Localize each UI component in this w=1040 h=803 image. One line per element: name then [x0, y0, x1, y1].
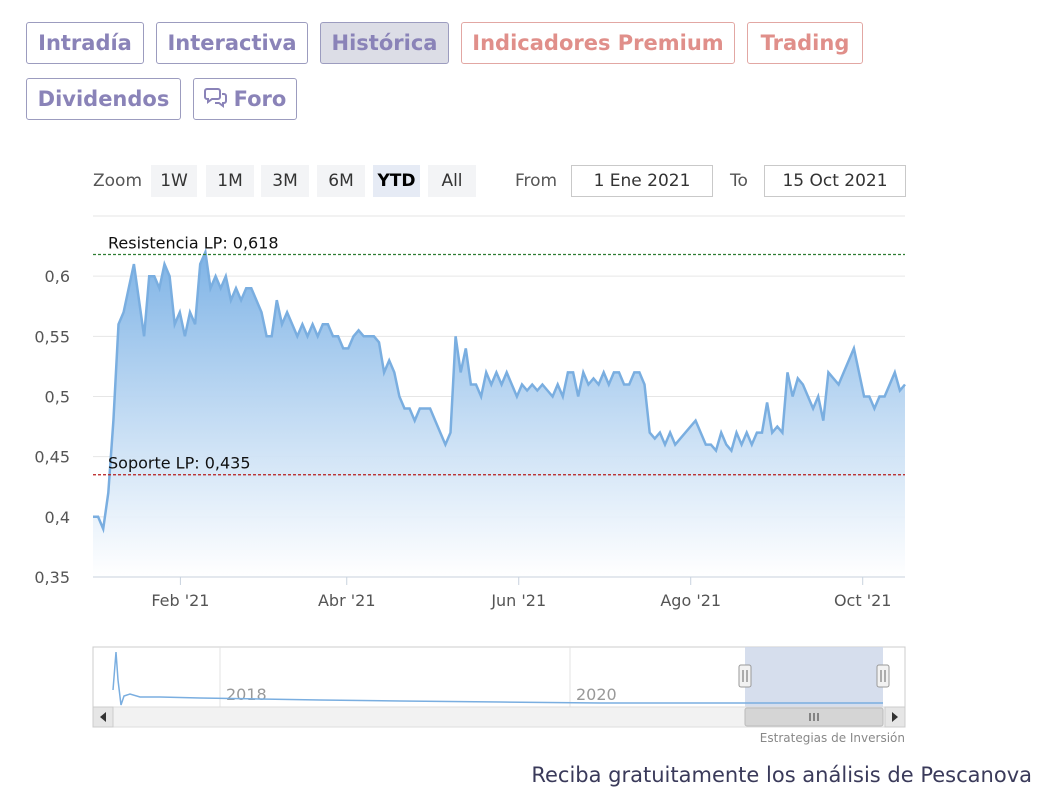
footer-cta[interactable]: Reciba gratuitamente los análisis de Pes…: [531, 763, 1032, 787]
tab-label: Indicadores Premium: [472, 31, 724, 55]
y-tick-label: 0,6: [45, 267, 70, 286]
chat-bubbles-icon: [203, 86, 228, 113]
tab-foro[interactable]: Foro: [193, 78, 297, 120]
handle-body: [876, 664, 890, 688]
x-tick-label: Abr '21: [318, 591, 376, 610]
from-date-input[interactable]: 1 Ene 2021: [571, 165, 713, 197]
chart-credits[interactable]: Estrategias de Inversión: [759, 731, 905, 745]
y-tick-label: 0,35: [34, 568, 70, 587]
to-label: To: [730, 171, 748, 191]
x-tick-label: Feb '21: [151, 591, 209, 610]
zoom-1m-button[interactable]: 1M: [206, 165, 254, 197]
navigator-selected-range: [745, 647, 883, 707]
plot-line-label: Soporte LP: 0,435: [108, 454, 251, 473]
tab-label: Interactiva: [167, 31, 297, 55]
series-line: [93, 247, 906, 534]
tab-label: Dividendos: [37, 87, 170, 111]
to-date-input[interactable]: 15 Oct 2021: [764, 165, 906, 197]
handle-body: [738, 664, 752, 688]
tab-interactiva[interactable]: Interactiva: [156, 22, 308, 64]
chevron-left-icon: [100, 712, 106, 722]
y-tick-label: 0,45: [34, 448, 70, 467]
tab-intradia[interactable]: Intradía: [26, 22, 144, 64]
zoom-ytd-button[interactable]: YTD: [373, 165, 420, 197]
zoom-3m-button[interactable]: 3M: [261, 165, 309, 197]
navigator-handle[interactable]: [738, 664, 752, 688]
zoom-6m-button[interactable]: 6M: [317, 165, 365, 197]
x-tick-label: Jun '21: [490, 591, 546, 610]
navigator-year-label: 2020: [576, 685, 617, 704]
y-tick-label: 0,4: [45, 508, 70, 527]
zoom-all-button[interactable]: All: [428, 165, 476, 197]
tab-indicadores-premium[interactable]: Indicadores Premium: [461, 22, 735, 64]
navigator-handle[interactable]: [876, 664, 890, 688]
tab-label: Intradía: [38, 31, 132, 55]
chevron-right-icon: [892, 712, 898, 722]
navigator-scrollbar[interactable]: [92, 706, 906, 728]
plot-line-label: Resistencia LP: 0,618: [108, 234, 279, 253]
tab-historica[interactable]: Histórica: [320, 22, 449, 64]
tab-trading[interactable]: Trading: [747, 22, 863, 64]
tab-label: Histórica: [331, 31, 438, 55]
zoom-label: Zoom: [93, 171, 143, 191]
price-chart: Resistencia LP: 0,618 Soporte LP: 0,435 0…: [34, 215, 906, 728]
x-tick-label: Ago '21: [660, 591, 721, 610]
tab-label: Trading: [760, 31, 850, 55]
navigator-year-label: 2018: [226, 685, 267, 704]
zoom-1w-button[interactable]: 1W: [151, 165, 197, 197]
navigator-series: [112, 651, 883, 706]
tab-dividendos[interactable]: Dividendos: [26, 78, 181, 120]
y-tick-label: 0,5: [45, 388, 70, 407]
tab-label: Foro: [233, 87, 287, 111]
from-label: From: [515, 171, 558, 191]
y-tick-label: 0,55: [34, 327, 70, 346]
x-tick-label: Oct '21: [834, 591, 892, 610]
